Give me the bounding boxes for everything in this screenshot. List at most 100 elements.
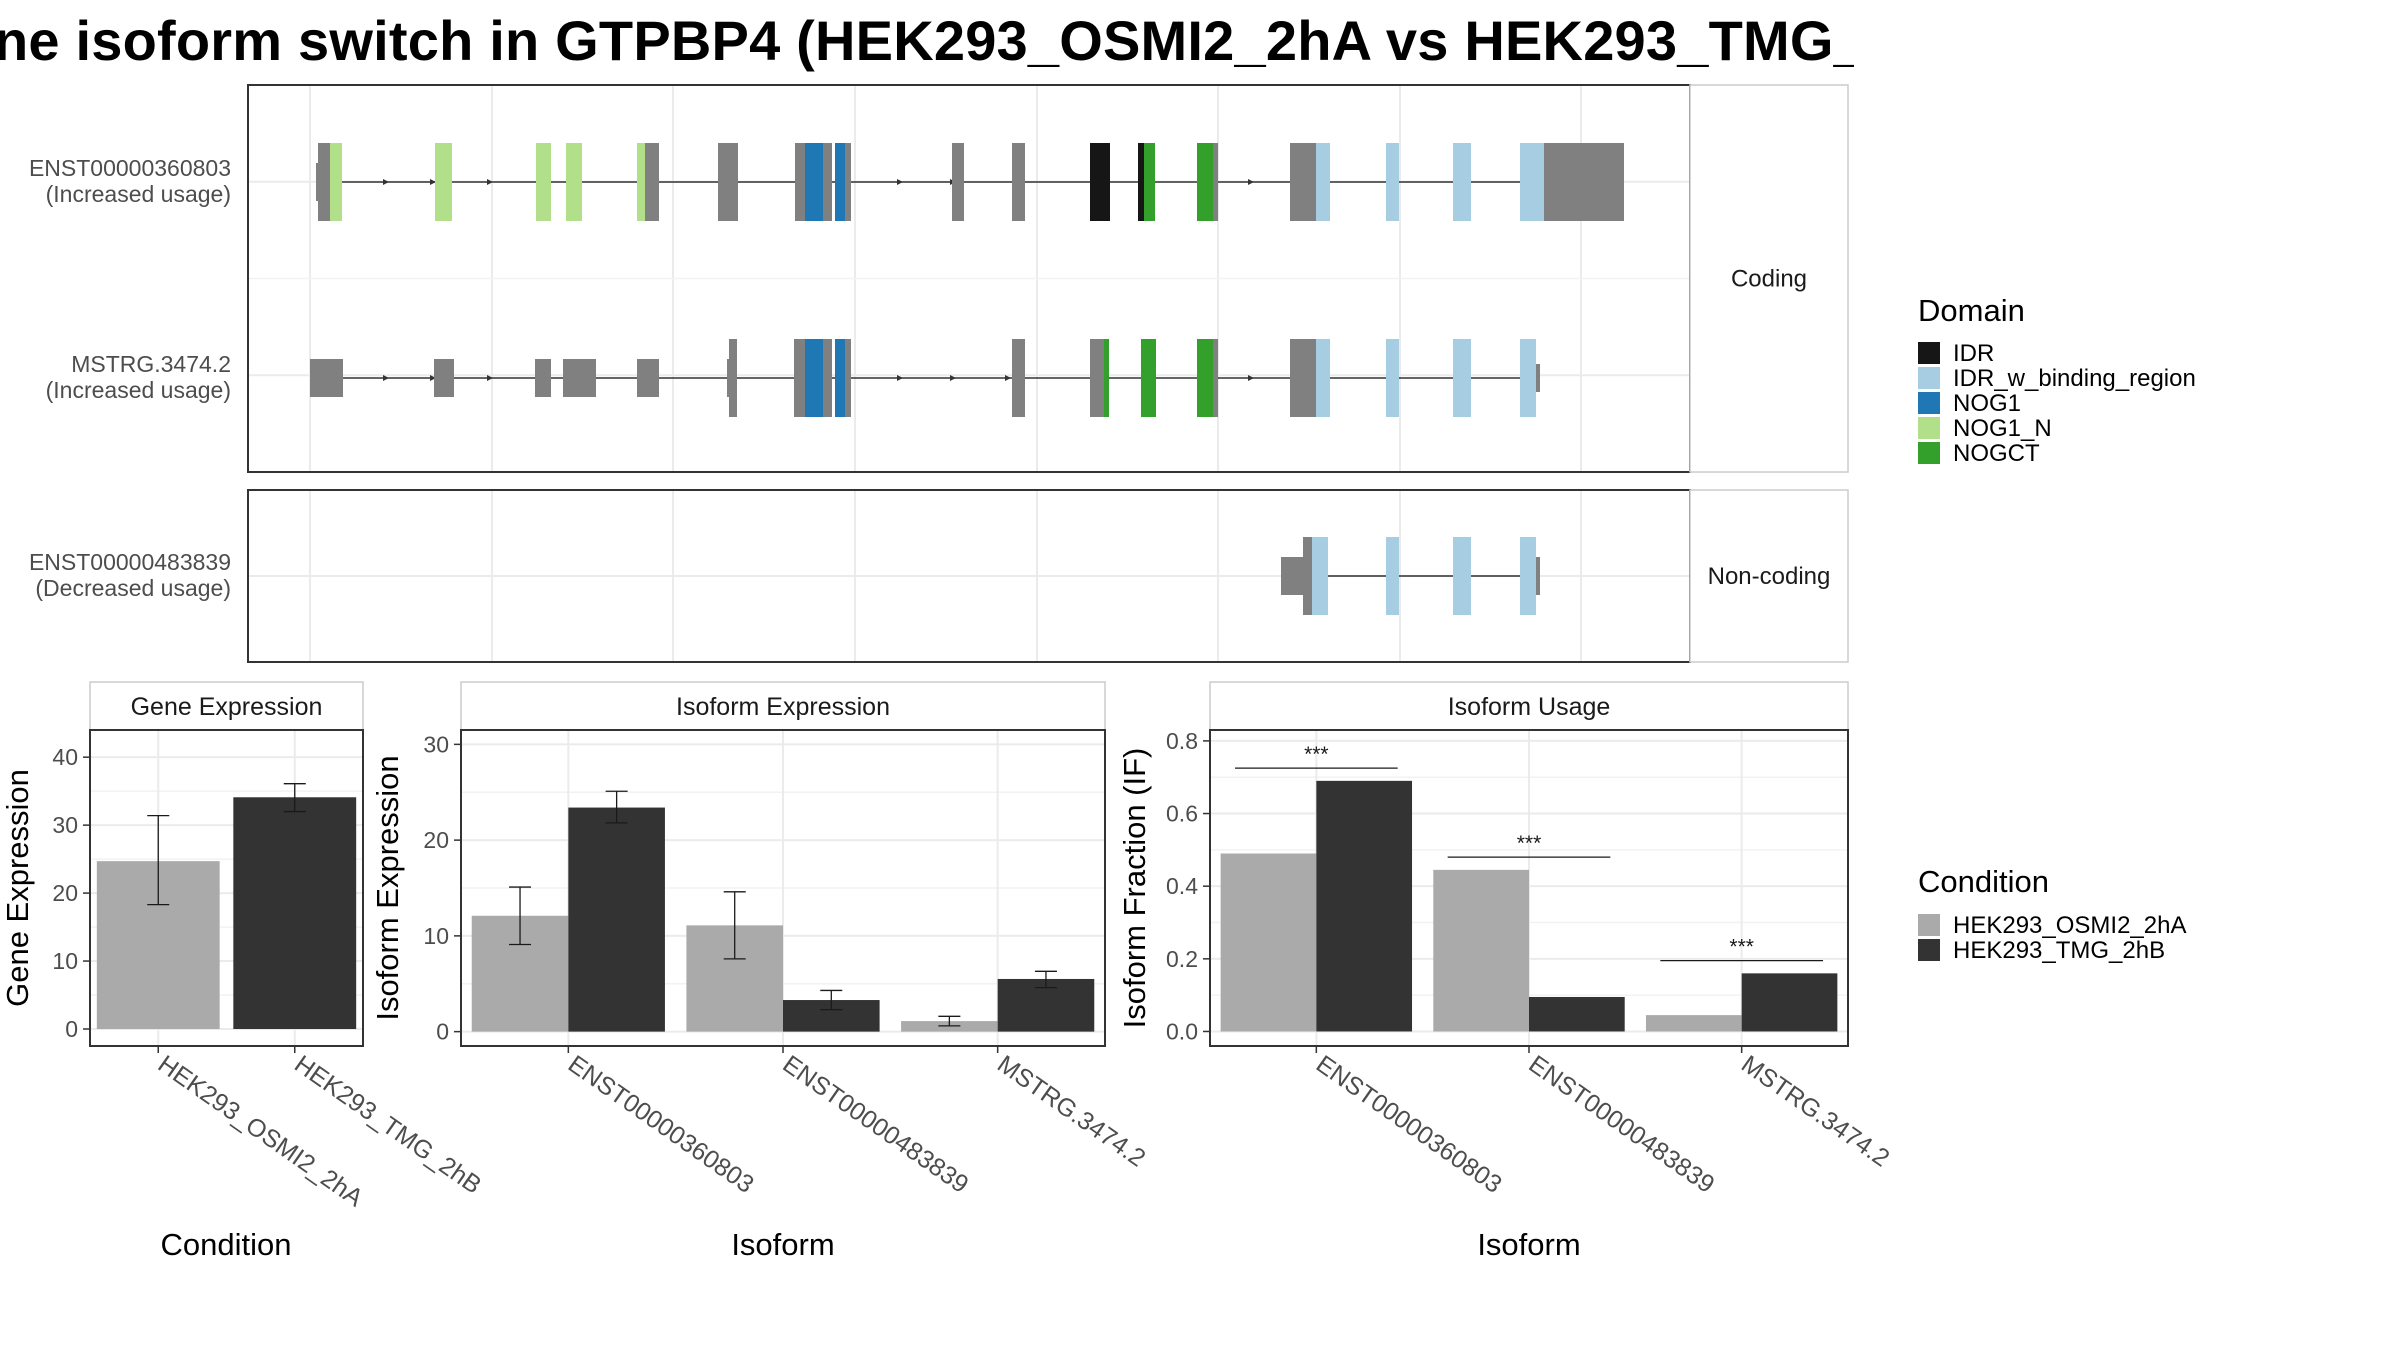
exon xyxy=(1520,537,1536,615)
exon xyxy=(1316,143,1330,221)
intron-arrow xyxy=(487,179,493,185)
legend-swatch xyxy=(1918,342,1940,364)
y-tick-label: 0 xyxy=(65,1016,78,1042)
y-tick-label: 0.6 xyxy=(1166,801,1198,827)
bar xyxy=(1741,973,1838,1032)
legend-condition-label: HEK293_TMG_2hB xyxy=(1953,937,2165,964)
exon xyxy=(1290,339,1316,417)
x-axis-title: Condition xyxy=(161,1227,292,1262)
isoform-usage-label: (Decreased usage) xyxy=(35,575,231,601)
legend-domain-label: IDR xyxy=(1953,340,1994,367)
exon xyxy=(1386,143,1399,221)
intron-arrow xyxy=(1248,375,1254,381)
intron-arrow xyxy=(430,179,436,185)
exon xyxy=(1012,143,1025,221)
facet-strip xyxy=(1689,489,1849,663)
exon xyxy=(1312,537,1328,615)
x-tick-label: ENST00000483839 xyxy=(1524,1050,1720,1199)
exon xyxy=(1197,143,1213,221)
exon xyxy=(1144,143,1155,221)
y-tick-label: 20 xyxy=(423,827,449,853)
legend-condition-title: Condition xyxy=(1918,864,2049,899)
bar xyxy=(233,797,357,1030)
legend-domain-title: Domain xyxy=(1918,293,2025,328)
legend-swatch xyxy=(1918,367,1940,389)
exon xyxy=(823,339,832,417)
exon xyxy=(1536,364,1540,392)
exon xyxy=(1104,339,1109,417)
exon xyxy=(1453,143,1471,221)
bar-chart: Isoform Usage 0.0 0.2 0.4 0.6 0.8 *** *** *** ENS… xyxy=(1117,681,1895,1262)
exon xyxy=(805,143,823,221)
isoform-label: ENST00000360803 xyxy=(29,155,231,181)
exon xyxy=(563,359,596,397)
exon xyxy=(823,143,832,221)
exon xyxy=(1453,339,1471,417)
exon xyxy=(566,143,582,221)
exon xyxy=(637,143,645,221)
isoform-usage-label: (Increased usage) xyxy=(46,181,231,207)
exon xyxy=(330,143,342,221)
significance-label: *** xyxy=(1729,936,1754,959)
x-axis-title: Isoform xyxy=(731,1227,834,1262)
legend-swatch xyxy=(1918,442,1940,464)
isoform-usage-label: (Increased usage) xyxy=(46,377,231,403)
x-tick-label: ENST00000483839 xyxy=(778,1050,974,1199)
y-tick-label: 20 xyxy=(52,880,78,906)
exon xyxy=(835,143,845,221)
legend-swatch xyxy=(1918,392,1940,414)
legend-condition-label: HEK293_OSMI2_2hA xyxy=(1953,912,2186,939)
chart-title: Isoform Expression xyxy=(676,693,890,721)
bar xyxy=(1220,853,1317,1032)
significance-label: *** xyxy=(1304,743,1329,766)
exon xyxy=(1213,143,1218,221)
exon xyxy=(310,359,343,397)
intron-arrow xyxy=(487,375,493,381)
exon xyxy=(1281,557,1307,595)
exon xyxy=(1453,537,1471,615)
intron-arrow xyxy=(897,179,903,185)
exon xyxy=(1386,339,1399,417)
legend-swatch xyxy=(1918,417,1940,439)
exon xyxy=(845,143,851,221)
facet-strip xyxy=(1689,84,1849,473)
y-axis-title: Gene Expression xyxy=(0,769,35,1007)
exon xyxy=(1290,143,1316,221)
isoform-label: MSTRG.3474.2 xyxy=(71,351,231,377)
y-tick-label: 0.4 xyxy=(1166,873,1198,899)
intron-arrow xyxy=(383,375,389,381)
legend-swatch xyxy=(1918,939,1940,961)
legend-swatch xyxy=(1918,914,1940,936)
y-tick-label: 40 xyxy=(52,744,78,770)
exon xyxy=(536,143,551,221)
chart-border xyxy=(89,729,364,1047)
chart-title: Isoform Usage xyxy=(1448,693,1611,721)
chart-strip xyxy=(460,681,1106,731)
figure-title: ne isoform switch in GTPBP4 (HEK293_OSMI… xyxy=(0,9,1854,72)
bar xyxy=(1433,869,1529,1032)
facet-strip-label: Coding xyxy=(1731,266,1807,293)
exon xyxy=(434,359,454,397)
exon xyxy=(1544,143,1548,221)
exon xyxy=(1536,557,1540,595)
bar-chart: Gene Expression010203040HEK293_OSMI2_2hA… xyxy=(0,681,486,1262)
exon xyxy=(535,359,551,397)
intron-arrow xyxy=(897,375,903,381)
y-tick-label: 30 xyxy=(423,731,449,757)
exon xyxy=(1520,143,1544,221)
isoform-label: ENST00000483839 xyxy=(29,549,231,575)
y-tick-label: 0 xyxy=(436,1019,449,1045)
x-tick-label: MSTRG.3474.2 xyxy=(1736,1050,1894,1173)
chart-title: Gene Expression xyxy=(131,693,323,721)
intron-arrow xyxy=(950,375,956,381)
exon xyxy=(1197,339,1213,417)
y-tick-label: 10 xyxy=(423,923,449,949)
exon xyxy=(845,339,851,417)
exon xyxy=(1012,339,1025,417)
exon xyxy=(1213,339,1218,417)
exon xyxy=(316,163,326,201)
x-tick-label: ENST00000360803 xyxy=(563,1050,759,1199)
exon xyxy=(1548,143,1624,221)
significance-label: *** xyxy=(1517,832,1542,855)
